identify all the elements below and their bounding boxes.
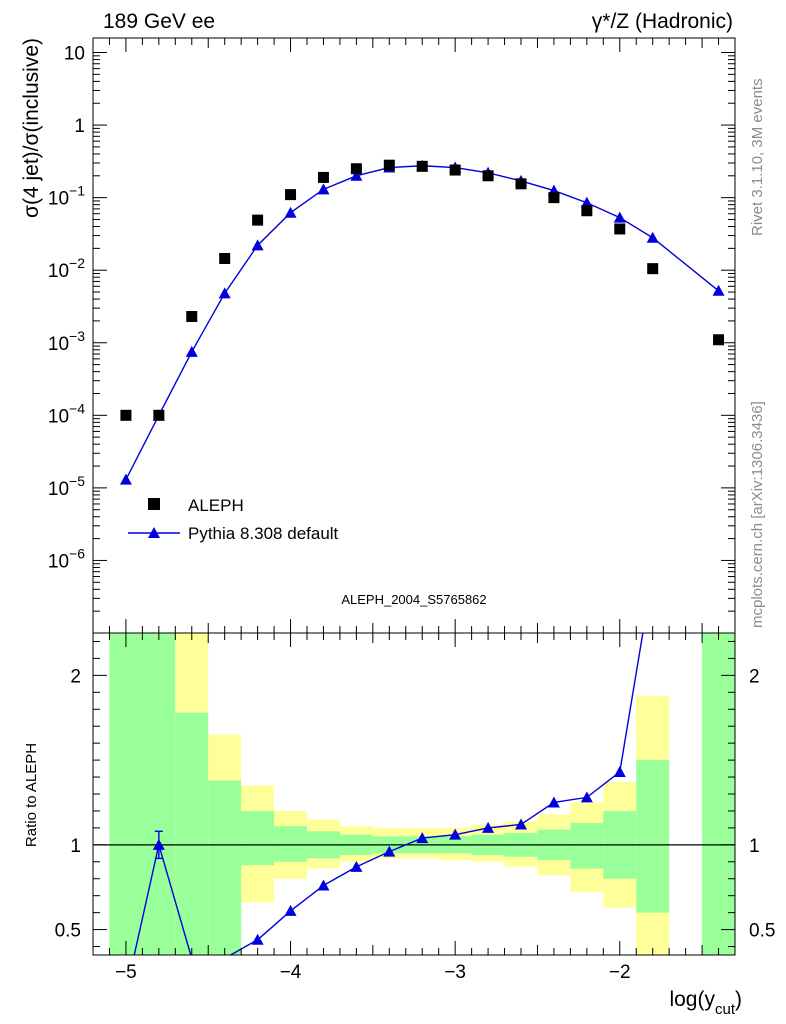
mc-point bbox=[646, 231, 659, 243]
main-panel: 10 1 10−1 10−2 10−3 10−4 10−5 10−6 ALEPH_2004_S… bbox=[20, 37, 736, 634]
main-y-tick-label: 10−3 bbox=[48, 328, 85, 355]
mcplots-reference-label: mcplots.cern.ch [arXiv:1306.3436] bbox=[749, 401, 766, 628]
main-y-tick-label: 10−5 bbox=[48, 473, 85, 500]
aleph-point bbox=[252, 214, 264, 226]
mc-line bbox=[125, 165, 719, 480]
mc-point bbox=[185, 345, 198, 357]
main-y-tick-label: 1 bbox=[74, 116, 85, 137]
mc-ratio-point bbox=[613, 765, 626, 777]
legend-label-mc: Pythia 8.308 default bbox=[188, 524, 339, 543]
mc-ratio-point bbox=[547, 796, 560, 808]
ratio-y-tick-label: 0.5 bbox=[55, 921, 81, 942]
ratio-band-inner bbox=[241, 810, 275, 866]
mc-point bbox=[251, 239, 264, 251]
ratio-y-tick-label-right: 2 bbox=[749, 666, 760, 687]
legend-label-aleph: ALEPH bbox=[188, 496, 244, 515]
aleph-point bbox=[153, 409, 165, 421]
aleph-point bbox=[614, 223, 626, 235]
header-left-label: 189 GeV ee bbox=[103, 10, 215, 33]
mc-point bbox=[580, 196, 593, 208]
mc-point bbox=[317, 183, 330, 195]
ratio-band-inner bbox=[175, 712, 209, 955]
x-tick-label: −2 bbox=[609, 962, 631, 983]
legend-marker-mc bbox=[148, 527, 160, 538]
mc-point bbox=[119, 473, 132, 485]
mc-ratio-point bbox=[482, 821, 495, 833]
aleph-point bbox=[120, 409, 132, 421]
legend: ALEPH Pythia 8.308 default bbox=[128, 496, 339, 543]
legend-marker-aleph bbox=[148, 498, 160, 510]
aleph-point bbox=[219, 252, 231, 264]
aleph-point bbox=[317, 171, 329, 183]
mc-ratio-point bbox=[515, 818, 527, 830]
watermark-label: ALEPH_2004_S5765862 bbox=[341, 592, 486, 607]
aleph-point bbox=[186, 311, 198, 323]
mc-point bbox=[218, 287, 231, 299]
ratio-y-tick-label: 2 bbox=[70, 666, 81, 687]
main-y-axis-label: σ(4 jet)/σ(inclusive) bbox=[20, 38, 43, 218]
aleph-point bbox=[581, 205, 593, 217]
mc-ratio-point bbox=[383, 845, 396, 857]
aleph-point bbox=[449, 164, 461, 176]
x-tick-label: −4 bbox=[280, 962, 302, 983]
main-y-tick-label: 10−6 bbox=[48, 545, 85, 572]
aleph-point bbox=[416, 160, 428, 172]
ratio-band-inner bbox=[142, 633, 176, 955]
x-tick-label: −3 bbox=[444, 962, 466, 983]
mc-point bbox=[712, 284, 725, 296]
ratio-panel: 0.5 0.5 1 1 2 2 −5 −4 −3 −2 Ratio to ALEPH log(y… bbox=[23, 632, 775, 1018]
ratio-band-inner bbox=[109, 633, 143, 955]
aleph-point bbox=[713, 334, 725, 346]
main-y-tick-label: 10−4 bbox=[48, 400, 85, 427]
ratio-y-axis-label: Ratio to ALEPH bbox=[23, 743, 40, 847]
main-y-tick-label: 10−1 bbox=[48, 183, 85, 210]
x-tick-label: −5 bbox=[115, 962, 137, 983]
x-axis-label: log(ycut) bbox=[669, 988, 742, 1018]
mc-ratio-point bbox=[251, 933, 264, 945]
mc-point bbox=[284, 206, 297, 218]
header-right-label: γ*/Z (Hadronic) bbox=[592, 10, 733, 33]
aleph-point bbox=[647, 263, 659, 275]
mc-ratio-point bbox=[580, 791, 593, 803]
ratio-band-inner bbox=[208, 780, 242, 955]
main-y-tick-label: 10−2 bbox=[48, 255, 85, 282]
aleph-point bbox=[548, 192, 560, 204]
mc-ratio-point bbox=[152, 838, 165, 850]
aleph-point bbox=[482, 170, 494, 182]
ratio-band-inner bbox=[274, 826, 307, 862]
ratio-y-tick-label: 1 bbox=[70, 836, 81, 857]
mc-ratio-point bbox=[350, 860, 363, 872]
ratio-band-inner bbox=[636, 760, 670, 913]
aleph-point bbox=[383, 159, 395, 171]
mc-ratio-point bbox=[317, 879, 330, 891]
ratio-band-inner bbox=[570, 822, 604, 869]
aleph-point bbox=[350, 163, 362, 175]
mc-ratio-point bbox=[416, 832, 429, 844]
main-y-tick-label: 10 bbox=[64, 44, 85, 65]
mc-point bbox=[613, 211, 626, 223]
aleph-point bbox=[285, 189, 297, 201]
main-plot-frame bbox=[92, 37, 736, 634]
mc-point bbox=[350, 169, 363, 181]
rivet-version-label: Rivet 3.1.10, 3M events bbox=[749, 78, 766, 236]
mc-ratio-point bbox=[284, 904, 297, 916]
ratio-y-tick-label-right: 1 bbox=[749, 836, 760, 857]
ratio-y-tick-label-right: 0.5 bbox=[749, 921, 775, 942]
aleph-point bbox=[515, 178, 527, 190]
mc-ratio-point bbox=[449, 828, 462, 840]
